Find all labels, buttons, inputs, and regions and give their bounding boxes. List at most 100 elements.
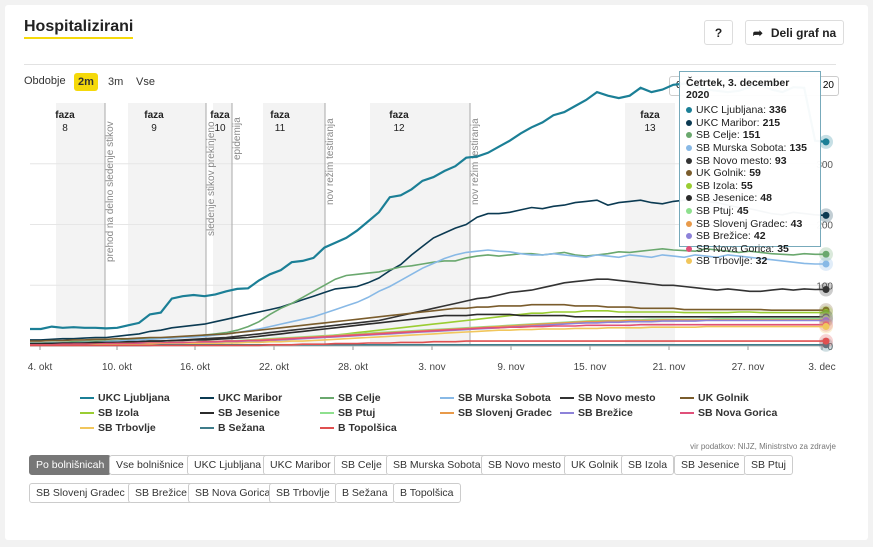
tooltip-series-name: SB Jesenice: — [696, 192, 758, 205]
legend-label: B Topolšica — [338, 422, 397, 434]
legend-swatch — [200, 397, 214, 399]
x-tick-label: 10. okt — [102, 362, 132, 373]
tooltip-row: SB Trbovlje: 32 — [686, 255, 814, 268]
legend-item[interactable]: SB Murska Sobota — [440, 392, 551, 404]
event-label: epidemija — [232, 117, 243, 160]
legend-item[interactable]: SB Nova Gorica — [680, 407, 777, 419]
tooltip-color-dot — [686, 233, 692, 240]
period-2m-button[interactable]: 2m — [74, 73, 98, 91]
filter-button[interactable]: SB Murska Sobota — [386, 455, 488, 475]
filter-button[interactable]: SB Izola — [621, 455, 675, 475]
x-tick-label: 3. dec — [808, 362, 835, 373]
legend-item[interactable]: SB Celje — [320, 392, 381, 404]
tooltip-series-name: SB Murska Sobota: — [696, 142, 787, 155]
filter-button[interactable]: B Topolšica — [393, 483, 461, 503]
filter-button[interactable]: SB Celje — [334, 455, 389, 475]
legend-item[interactable]: SB Novo mesto — [560, 392, 656, 404]
tooltip-color-dot — [686, 258, 692, 265]
x-tick-label: 16. okt — [180, 362, 210, 373]
legend-item[interactable]: SB Jesenice — [200, 407, 280, 419]
tooltip-title: Četrtek, 3. december 2020 — [686, 77, 790, 101]
legend-item[interactable]: UK Golnik — [680, 392, 749, 404]
legend-swatch — [200, 427, 214, 429]
phase-label: faza — [210, 110, 230, 121]
legend-item[interactable]: SB Slovenj Gradec — [440, 407, 552, 419]
phase-label: faza — [55, 110, 75, 121]
filter-button[interactable]: UKC Maribor — [263, 455, 338, 475]
tooltip-series-value: 55 — [741, 179, 753, 192]
filter-button[interactable]: SB Trbovlje — [269, 483, 337, 503]
filter-button[interactable]: SB Jesenice — [674, 455, 747, 475]
x-tick-label: 27. nov — [732, 362, 765, 373]
tooltip-series-name: SB Ptuj: — [696, 205, 734, 218]
phase-number: 10 — [214, 123, 226, 134]
legend-item[interactable]: SB Brežice — [560, 407, 633, 419]
series-line — [30, 303, 826, 342]
legend-swatch — [80, 397, 94, 399]
tooltip-series-value: 135 — [789, 142, 807, 155]
filter-button[interactable]: SB Ptuj — [744, 455, 794, 475]
tooltip-series-name: UK Golnik: — [696, 167, 747, 180]
phase-label: faza — [144, 110, 164, 121]
legend-item[interactable]: SB Izola — [80, 407, 139, 419]
filter-button[interactable]: SB Novo mesto — [481, 455, 568, 475]
filter-button[interactable]: UKC Ljubljana — [187, 455, 269, 475]
series-line — [30, 249, 826, 345]
series-line — [30, 313, 826, 345]
event-label: prehod na delno sledenje stikov — [105, 121, 116, 262]
filter-button[interactable]: SB Slovenj Gradec — [29, 483, 132, 503]
event-label: nov režim testiranja — [470, 118, 481, 205]
help-button[interactable]: ? — [704, 20, 733, 45]
tooltip-series-name: SB Izola: — [696, 179, 739, 192]
legend-item[interactable]: B Topolšica — [320, 422, 397, 434]
legend-item[interactable]: SB Trbovlje — [80, 422, 156, 434]
legend-label: SB Ptuj — [338, 407, 376, 419]
tooltip-row: SB Izola: 55 — [686, 180, 814, 193]
legend-label: SB Brežice — [578, 407, 633, 419]
legend-item[interactable]: SB Ptuj — [320, 407, 375, 419]
x-tick-label: 15. nov — [574, 362, 607, 373]
tooltip-series-value: 48 — [760, 192, 772, 205]
legend-item[interactable]: UKC Maribor — [200, 392, 282, 404]
tooltip-row: SB Novo mesto: 93 — [686, 154, 814, 167]
tooltip-row: UKC Ljubljana: 336 — [686, 104, 814, 117]
period-all-button[interactable]: Vse — [136, 76, 155, 88]
tooltip-row: SB Celje: 151 — [686, 129, 814, 142]
tooltip-color-dot — [686, 132, 692, 139]
y-tick-label: 0 — [827, 342, 833, 353]
legend-item[interactable]: UKC Ljubljana — [80, 392, 170, 404]
divider — [24, 64, 836, 65]
filter-button[interactable]: Vse bolnišnice — [109, 455, 191, 475]
data-source: vir podatkov: NIJZ, Ministrstvo za zdrav… — [690, 442, 836, 451]
tooltip-series-name: UKC Ljubljana: — [696, 104, 767, 117]
tooltip-row: UKC Maribor: 215 — [686, 117, 814, 130]
tooltip-series-value: 45 — [736, 205, 749, 218]
legend-swatch — [320, 397, 334, 399]
filter-button[interactable]: Po bolnišnicah — [29, 455, 112, 475]
series-line — [30, 323, 826, 346]
phase-number: 13 — [644, 123, 656, 134]
tooltip-series-value: 215 — [762, 116, 781, 129]
legend-item[interactable]: B Sežana — [200, 422, 265, 434]
filter-button[interactable]: B Sežana — [335, 483, 395, 503]
filter-button[interactable]: SB Brežice — [128, 483, 194, 503]
tooltip-color-dot — [686, 195, 692, 202]
tooltip-series-name: UKC Maribor: — [696, 116, 760, 129]
tooltip-color-dot — [686, 170, 692, 177]
tooltip-series-name: SB Nova Gorica: — [696, 242, 775, 255]
phase-label: faza — [640, 110, 660, 121]
tooltip-color-dot — [686, 145, 692, 152]
tooltip-row: UK Golnik: 59 — [686, 167, 814, 180]
series-last-point — [822, 211, 830, 219]
series-last-point — [822, 323, 830, 331]
x-tick-label: 28. okt — [338, 362, 368, 373]
legend-label: SB Murska Sobota — [458, 392, 551, 404]
filter-button[interactable]: SB Nova Gorica — [188, 483, 278, 503]
filter-button[interactable]: UK Golnik — [564, 455, 626, 475]
share-button[interactable]: ➦ Deli graf na — [745, 20, 844, 45]
period-3m-button[interactable]: 3m — [108, 76, 124, 88]
event-label: sledenje stikov prekinjeno — [206, 121, 217, 236]
legend-swatch — [80, 412, 94, 414]
phase-number: 9 — [151, 123, 157, 134]
tooltip-series-name: SB Celje: — [696, 129, 740, 142]
